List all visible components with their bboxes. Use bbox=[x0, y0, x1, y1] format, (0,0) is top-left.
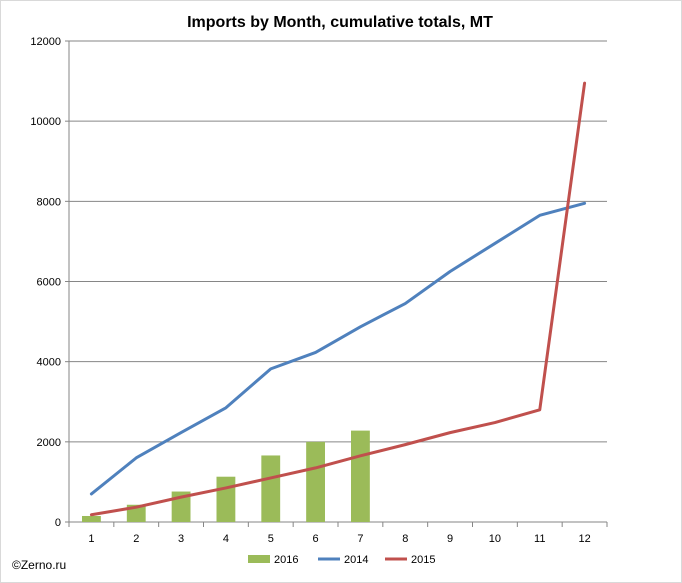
credit-text: ©Zerno.ru bbox=[12, 558, 66, 572]
legend-label: 2016 bbox=[274, 554, 298, 566]
x-tick-label: 11 bbox=[534, 533, 545, 545]
y-tick-label: 8000 bbox=[37, 196, 61, 208]
line-2014 bbox=[89, 201, 587, 496]
x-tick-label: 8 bbox=[402, 533, 408, 545]
x-tick-label: 3 bbox=[178, 533, 184, 545]
bar-2016 bbox=[216, 476, 236, 522]
legend-item-2014: 2014 bbox=[318, 554, 368, 566]
y-tick-label: 0 bbox=[55, 517, 61, 529]
bar-2016 bbox=[351, 430, 370, 522]
bar-2016 bbox=[82, 515, 101, 522]
line-2015 bbox=[89, 81, 587, 517]
legend: 2016 2014 2015 bbox=[248, 554, 435, 566]
x-tick-label: 12 bbox=[578, 533, 590, 545]
x-tick-label: 2 bbox=[133, 533, 139, 545]
bar-2016 bbox=[306, 441, 325, 522]
gridlines bbox=[69, 40, 607, 443]
x-axis: 1 2 3 4 5 6 7 8 9 10 11 12 bbox=[68, 521, 608, 545]
legend-item-2015: 2015 bbox=[385, 554, 435, 566]
legend-item-2016: 2016 bbox=[248, 554, 298, 566]
y-tick-label: 2000 bbox=[37, 437, 61, 449]
x-tick-label: 1 bbox=[88, 533, 94, 545]
x-tick-label: 6 bbox=[313, 533, 319, 545]
x-tick-label: 9 bbox=[447, 533, 453, 545]
series-lines bbox=[89, 81, 587, 517]
legend-label: 2014 bbox=[344, 554, 368, 566]
x-tick-label: 10 bbox=[489, 533, 501, 545]
legend-label: 2015 bbox=[411, 554, 435, 566]
bar-2016 bbox=[261, 455, 281, 522]
y-tick-label: 4000 bbox=[37, 357, 61, 369]
x-tick-label: 4 bbox=[223, 533, 229, 545]
x-tick-label: 7 bbox=[357, 533, 363, 545]
chart-title: Imports by Month, cumulative totals, MT bbox=[187, 14, 493, 31]
y-tick-label: 6000 bbox=[37, 277, 61, 289]
y-axis: 0 2000 4000 6000 8000 10000 12000 bbox=[30, 36, 70, 529]
y-tick-label: 10000 bbox=[30, 116, 61, 128]
y-tick-label: 12000 bbox=[30, 36, 61, 48]
legend-swatch bbox=[248, 555, 270, 563]
x-tick-label: 5 bbox=[268, 533, 274, 545]
